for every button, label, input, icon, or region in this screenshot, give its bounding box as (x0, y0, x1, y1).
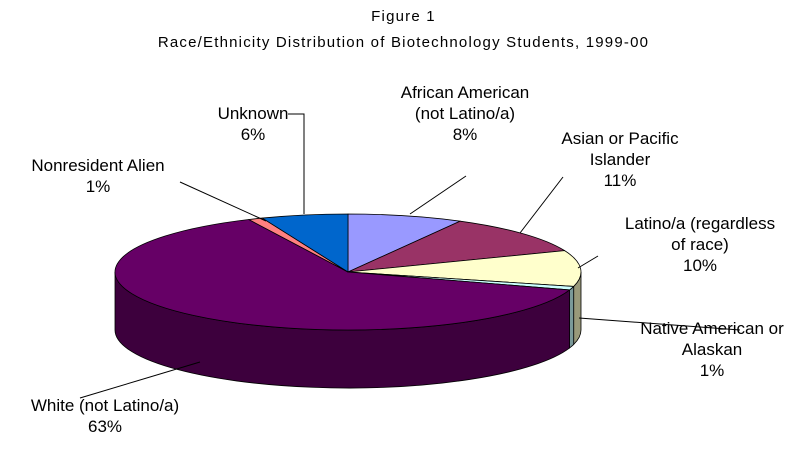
slice-label: African American (not Latino/a) (400, 83, 530, 123)
slice-label: Asian or Pacific Islander (561, 129, 679, 169)
leader-line (79, 361, 201, 399)
slice-label: Native American or Alaskan (640, 319, 784, 359)
slice-label: Unknown (217, 104, 289, 123)
leader-line (179, 181, 267, 222)
slice (347, 213, 461, 273)
slice (347, 220, 566, 273)
slice-value-label: 1% (699, 361, 725, 380)
leader-line (519, 176, 564, 234)
leader-line (288, 113, 305, 214)
chart-subtitle: Race/Ethnicity Distribution of Biotechno… (157, 34, 650, 51)
slice-value-label: 6% (240, 125, 266, 144)
slice-label: Latino/a (regardless of race) (624, 214, 776, 254)
slice-value-label: 11% (603, 171, 637, 190)
leader-line (409, 175, 467, 215)
slice-wall (569, 285, 575, 349)
slice-value-label: 10% (682, 256, 718, 275)
slice-value-label: 1% (85, 177, 111, 196)
chart-title: Figure 1 (371, 8, 436, 25)
slice-label: White (not Latino/a) (30, 396, 180, 415)
slice-label: Nonresident Alien (31, 156, 165, 175)
slice (114, 219, 570, 331)
slice-value-label: 8% (452, 125, 478, 144)
slice (347, 250, 582, 287)
leader-line (577, 255, 599, 269)
slice-value-label: 63% (87, 417, 123, 436)
slice (261, 213, 349, 273)
leader-line (578, 317, 741, 331)
